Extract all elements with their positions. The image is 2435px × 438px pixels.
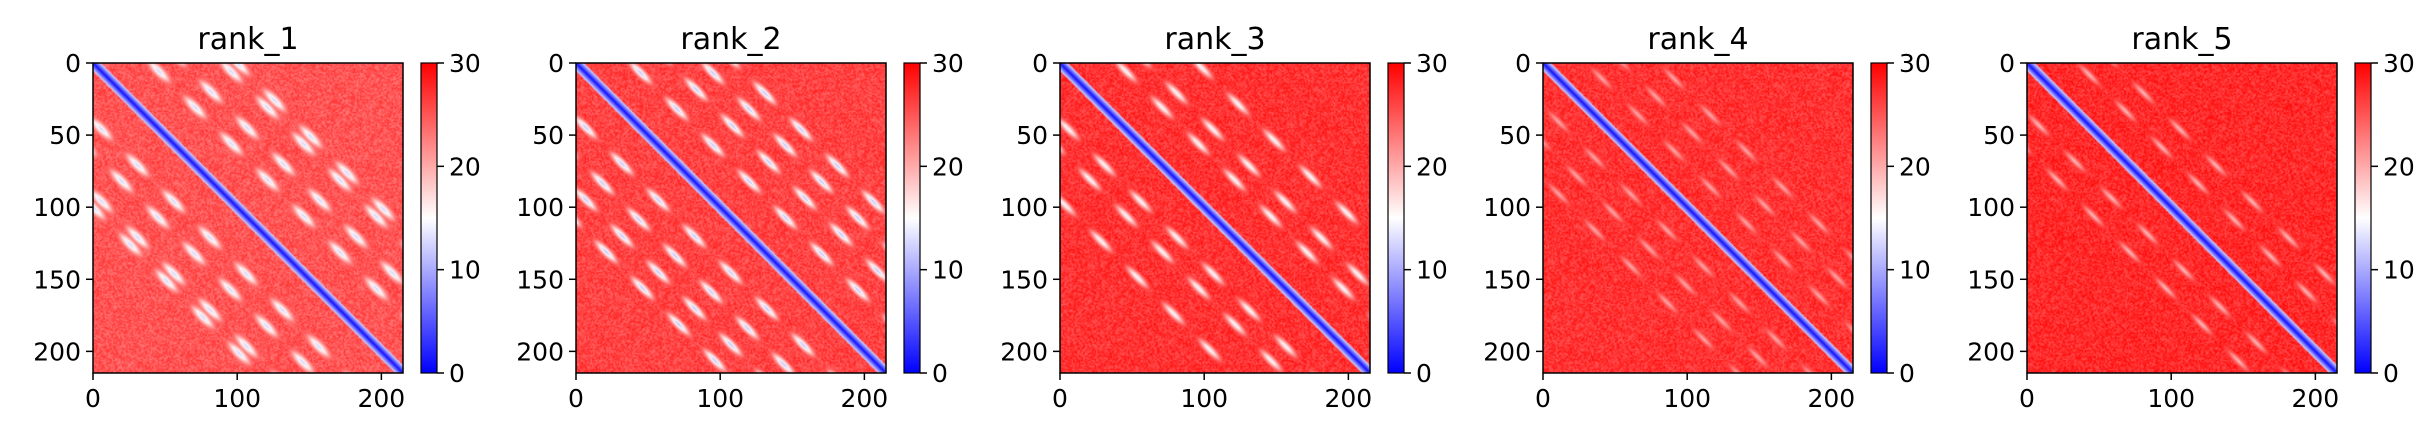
x-tick-label: 100 (1180, 384, 1228, 413)
panel-title: rank_3 (1164, 22, 1265, 57)
colorbar-tick-label: 0 (1899, 359, 1915, 388)
x-tick-label: 200 (1325, 384, 1373, 413)
heatmap-image (2027, 63, 2337, 373)
colorbar-tick-label: 30 (449, 49, 481, 78)
axes-frame (575, 62, 887, 374)
x-tick-label: 100 (696, 384, 744, 413)
axes-frame (2026, 62, 2338, 374)
axes-frame (1059, 62, 1371, 374)
y-tick-label: 0 (1032, 49, 1048, 78)
panel-title: rank_2 (680, 22, 781, 57)
axes-frame (92, 62, 404, 374)
y-tick-label: 100 (33, 193, 81, 222)
y-tick-label: 200 (1483, 337, 1531, 366)
colorbar (903, 62, 921, 374)
x-tick-label: 0 (2019, 384, 2035, 413)
heatmap-image (1543, 63, 1853, 373)
y-tick-label: 50 (1983, 121, 2015, 150)
colorbar-tick-label: 30 (1416, 49, 1448, 78)
heatmap-image (1060, 63, 1370, 373)
y-tick-label: 200 (516, 337, 564, 366)
y-tick-label: 50 (1016, 121, 1048, 150)
colorbar-tick-label: 20 (1416, 152, 1448, 181)
x-tick-label: 0 (1052, 384, 1068, 413)
y-tick-label: 150 (516, 265, 564, 294)
panel-title: rank_5 (2131, 22, 2232, 57)
y-tick-label: 100 (1967, 193, 2015, 222)
colorbar-tick-label: 10 (1416, 256, 1448, 285)
y-tick-label: 200 (1967, 337, 2015, 366)
colorbar-tick-label: 0 (1416, 359, 1432, 388)
colorbar-tick-label: 10 (932, 256, 964, 285)
colorbar-tick-label: 30 (1899, 49, 1931, 78)
panel-title: rank_4 (1647, 22, 1748, 57)
axes-frame (1542, 62, 1854, 374)
colorbar-tick-label: 20 (449, 152, 481, 181)
x-tick-label: 200 (841, 384, 889, 413)
x-tick-label: 0 (1535, 384, 1551, 413)
x-tick-label: 200 (358, 384, 406, 413)
colorbar-tick-label: 10 (1899, 256, 1931, 285)
x-tick-label: 100 (2147, 384, 2195, 413)
heatmap-image (576, 63, 886, 373)
y-tick-label: 0 (1515, 49, 1531, 78)
x-tick-label: 0 (85, 384, 101, 413)
heatmap-image (93, 63, 403, 373)
panel-title: rank_1 (197, 22, 298, 57)
colorbar-tick-label: 20 (1899, 152, 1931, 181)
y-tick-label: 100 (516, 193, 564, 222)
y-tick-label: 100 (1483, 193, 1531, 222)
colorbar-tick-label: 10 (449, 256, 481, 285)
colorbar (1870, 62, 1888, 374)
colorbar-tick-label: 0 (2383, 359, 2399, 388)
colorbar (2354, 62, 2372, 374)
y-tick-label: 150 (1483, 265, 1531, 294)
colorbar-tick-label: 0 (449, 359, 465, 388)
x-tick-label: 100 (1663, 384, 1711, 413)
y-tick-label: 150 (1967, 265, 2015, 294)
y-tick-label: 50 (49, 121, 81, 150)
y-tick-label: 200 (1000, 337, 1048, 366)
colorbar-tick-label: 30 (2383, 49, 2415, 78)
colorbar-tick-label: 20 (2383, 152, 2415, 181)
y-tick-label: 50 (1499, 121, 1531, 150)
y-tick-label: 0 (548, 49, 564, 78)
y-tick-label: 0 (1999, 49, 2015, 78)
x-tick-label: 200 (1808, 384, 1856, 413)
y-tick-label: 0 (65, 49, 81, 78)
colorbar-tick-label: 20 (932, 152, 964, 181)
colorbar-tick-label: 30 (932, 49, 964, 78)
y-tick-label: 150 (33, 265, 81, 294)
colorbar (420, 62, 438, 374)
x-tick-label: 0 (568, 384, 584, 413)
colorbar (1387, 62, 1405, 374)
colorbar-tick-label: 10 (2383, 256, 2415, 285)
colorbar-tick-label: 0 (932, 359, 948, 388)
y-tick-label: 150 (1000, 265, 1048, 294)
y-tick-label: 50 (532, 121, 564, 150)
x-tick-label: 100 (213, 384, 261, 413)
y-tick-label: 200 (33, 337, 81, 366)
x-tick-label: 200 (2292, 384, 2340, 413)
y-tick-label: 100 (1000, 193, 1048, 222)
